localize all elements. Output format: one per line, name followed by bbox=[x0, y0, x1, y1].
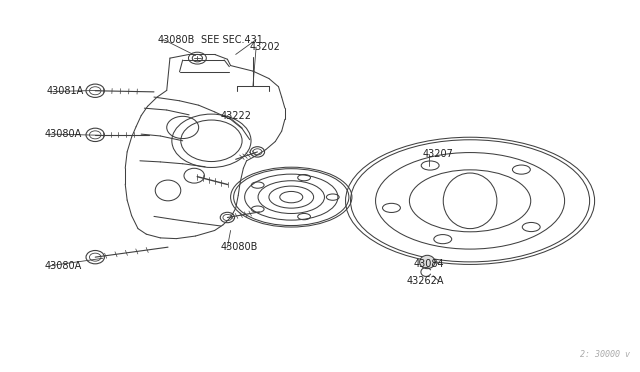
Ellipse shape bbox=[420, 255, 435, 269]
Text: 43262A: 43262A bbox=[407, 276, 445, 285]
Text: 43222: 43222 bbox=[221, 110, 252, 121]
Text: 43080A: 43080A bbox=[44, 261, 81, 271]
Text: 2: 30000 v: 2: 30000 v bbox=[580, 350, 630, 359]
Text: 43084: 43084 bbox=[414, 259, 445, 269]
Text: 43080A: 43080A bbox=[44, 129, 81, 139]
Text: SEE SEC.431: SEE SEC.431 bbox=[201, 35, 262, 45]
Text: 43207: 43207 bbox=[422, 150, 453, 160]
Text: 43080B: 43080B bbox=[157, 35, 195, 45]
Text: 43081A: 43081A bbox=[47, 87, 84, 96]
Text: 43080B: 43080B bbox=[221, 242, 259, 252]
Text: 43202: 43202 bbox=[250, 42, 280, 52]
